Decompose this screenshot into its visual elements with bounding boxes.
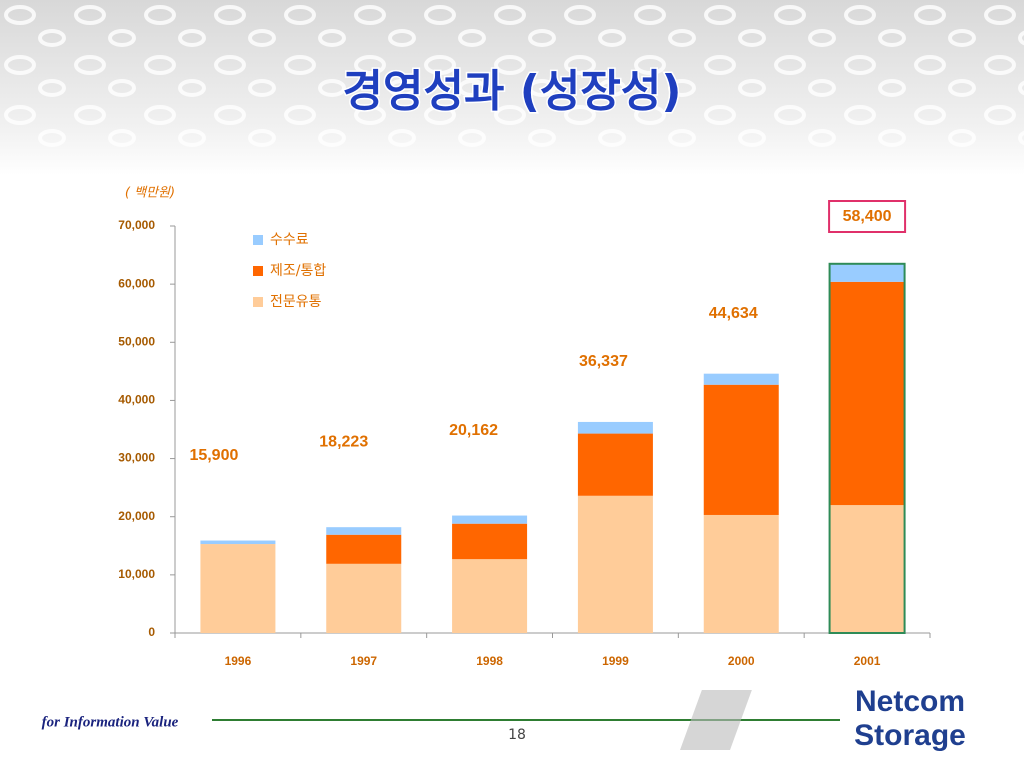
- header-pattern: [0, 0, 1024, 150]
- unit-label: ( 백만원): [125, 186, 175, 201]
- x-tick-label: 1999: [602, 654, 629, 668]
- total-label: 58,400: [843, 208, 892, 225]
- label-box: [828, 200, 907, 233]
- bar-segment: [200, 540, 276, 545]
- y-tick-label: 20,000: [118, 509, 155, 523]
- bar-segment: [326, 534, 402, 564]
- bar-segment: [829, 263, 905, 282]
- bar-segment: [703, 384, 779, 515]
- bar-segment: [703, 514, 779, 633]
- total-label: 20,162: [449, 422, 498, 439]
- y-tick-label: 60,000: [118, 276, 155, 290]
- legend-swatch: [253, 297, 263, 307]
- legend-swatch: [253, 266, 263, 276]
- y-tick-label: 0: [148, 625, 155, 639]
- bar-segment: [326, 563, 402, 633]
- footer-text: for Information Value: [42, 714, 179, 730]
- bar-segment: [200, 544, 276, 633]
- total-label: 44,634: [709, 305, 758, 322]
- legend-label: 수수료: [270, 232, 309, 248]
- x-tick-label: 1996: [225, 654, 252, 668]
- chart-title: 경영성과 (성장성): [343, 66, 682, 117]
- legend-label: 전문유통: [270, 294, 322, 310]
- total-label: 15,900: [189, 447, 238, 464]
- x-tick-label: 2001: [854, 654, 881, 668]
- y-tick-label: 30,000: [118, 451, 155, 465]
- logo-text: Storage: [854, 719, 966, 752]
- y-tick-label: 10,000: [118, 567, 155, 581]
- x-tick-label: 2000: [728, 654, 755, 668]
- bar-segment: [452, 523, 528, 560]
- y-tick-label: 40,000: [118, 393, 155, 407]
- total-label: 18,223: [319, 433, 368, 450]
- x-tick-label: 1997: [350, 654, 377, 668]
- page-number: 18: [508, 727, 526, 743]
- legend-swatch: [253, 235, 263, 245]
- y-tick-label: 70,000: [118, 218, 155, 232]
- bar-segment: [577, 421, 653, 434]
- highlight-box: [828, 262, 906, 634]
- bar-segment: [577, 495, 653, 633]
- logo-shape: [680, 690, 752, 750]
- bar-segment: [829, 281, 905, 506]
- legend-label: 제조/통합: [270, 263, 326, 279]
- bar-segment: [326, 527, 402, 535]
- bar-segment: [703, 373, 779, 385]
- bar-segment: [577, 433, 653, 496]
- bar-segment: [452, 559, 528, 633]
- bar-segment: [829, 505, 905, 633]
- bar-segment: [452, 515, 528, 524]
- y-tick-label: 50,000: [118, 334, 155, 348]
- x-tick-label: 1998: [476, 654, 503, 668]
- logo-text: Netcom: [855, 685, 965, 718]
- total-label: 36,337: [579, 353, 628, 370]
